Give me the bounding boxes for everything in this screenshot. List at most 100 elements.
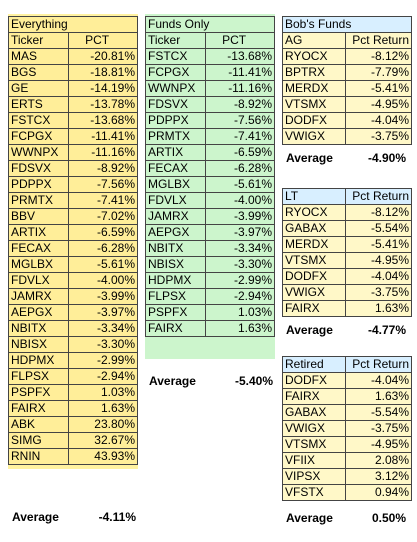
everything-pct-cell: 32.67% <box>68 432 138 449</box>
funds-row: NBITX -3.34% <box>144 240 275 257</box>
retired-ticker-cell: VFIIX <box>282 452 346 469</box>
funds-ticker-cell: JAMRX <box>144 208 207 225</box>
everything-pct-cell: -4.00% <box>68 272 138 289</box>
retired-row: VIPSX 3.12% <box>282 468 412 485</box>
retired-row: VTSMX -4.95% <box>282 436 412 453</box>
retired-average-label: Average <box>286 511 333 525</box>
everything-pct-cell: -5.61% <box>68 256 138 273</box>
funds-row: FCPGX -11.41% <box>144 64 275 81</box>
ag-average-label: Average <box>286 151 333 165</box>
lt-pct-cell: -3.75% <box>345 284 412 301</box>
everything-pct-cell: 43.93% <box>68 448 138 465</box>
everything-row: PSPFX 1.03% <box>7 384 138 401</box>
bobs-funds-title-row: Bob's Funds <box>282 16 412 33</box>
lt-ticker-cell: VWIGX <box>282 284 346 301</box>
lt-row: VWIGX -3.75% <box>282 284 412 301</box>
funds-row: FDSVX -8.92% <box>144 96 275 113</box>
funds-ticker-cell: FECAX <box>144 160 207 177</box>
everything-row: BBV -7.02% <box>7 208 138 225</box>
funds-ticker-cell: FCPGX <box>144 64 207 81</box>
everything-pct-cell: -2.94% <box>68 368 138 385</box>
everything-ticker-cell: RNIN <box>7 448 70 465</box>
lt-ticker-cell: VTSMX <box>282 252 346 269</box>
ag-row: VTSMX -4.95% <box>282 96 412 113</box>
everything-pct-cell: -7.41% <box>68 192 138 209</box>
everything-ticker-cell: ABK <box>7 416 70 433</box>
everything-ticker-cell: GE <box>7 80 70 97</box>
everything-pct-cell: -7.02% <box>68 208 138 225</box>
ag-average-value: -4.90% <box>367 151 406 165</box>
retired-pct-cell: 2.08% <box>345 452 412 469</box>
funds-header-ticker: Ticker <box>144 32 207 49</box>
everything-ticker-cell: WWNPX <box>7 144 70 161</box>
everything-row: FDSVX -8.92% <box>7 160 138 177</box>
everything-pct-cell: -11.41% <box>68 128 138 145</box>
everything-ticker-cell: MGLBX <box>7 256 70 273</box>
funds-table: Funds Only Ticker PCT FSTCX -13.68% FCPGX -… <box>144 16 275 337</box>
funds-row: FAIRX 1.63% <box>144 320 275 337</box>
ag-pct-cell: -4.95% <box>345 96 412 113</box>
everything-ticker-cell: PSPFX <box>7 384 70 401</box>
funds-average-value: -5.40% <box>234 374 273 388</box>
ag-pct-cell: -8.12% <box>345 48 412 65</box>
funds-ticker-cell: PRMTX <box>144 128 207 145</box>
funds-ticker-cell: PDPPX <box>144 112 207 129</box>
retired-header-row: Retired Pct Return <box>282 356 412 373</box>
lt-row: GABAX -5.54% <box>282 220 412 237</box>
everything-ticker-cell: SIMG <box>7 432 70 449</box>
funds-pct-cell: -6.28% <box>205 160 275 177</box>
everything-title-row: Everything <box>8 16 138 33</box>
lt-pct-cell: -4.04% <box>345 268 412 285</box>
funds-row: ARTIX -6.59% <box>144 144 275 161</box>
ag-row: RYOCX -8.12% <box>282 48 412 65</box>
everything-ticker-cell: AEPGX <box>7 304 70 321</box>
everything-pct-cell: 1.03% <box>68 384 138 401</box>
retired-ticker-cell: DODFX <box>282 372 346 389</box>
everything-pct-cell: -3.97% <box>68 304 138 321</box>
retired-row: GABAX -5.54% <box>282 404 412 421</box>
ag-ticker-cell: VTSMX <box>282 96 346 113</box>
ag-ticker-cell: BPTRX <box>282 64 346 81</box>
everything-ticker-cell: FDVLX <box>7 272 70 289</box>
funds-ticker-cell: FLPSX <box>144 288 207 305</box>
funds-row: PSPFX 1.03% <box>144 304 275 321</box>
funds-ticker-cell: AEPGX <box>144 224 207 241</box>
everything-ticker-cell: FECAX <box>7 240 70 257</box>
retired-row: VFSTX 0.94% <box>282 484 412 501</box>
funds-ticker-cell: PSPFX <box>144 304 207 321</box>
funds-title: Funds Only <box>145 16 275 33</box>
retired-row: VFIIX 2.08% <box>282 452 412 469</box>
lt-row: VTSMX -4.95% <box>282 252 412 269</box>
lt-pct-cell: -5.54% <box>345 220 412 237</box>
ag-row: BPTRX -7.79% <box>282 64 412 81</box>
lt-ticker-cell: DODFX <box>282 268 346 285</box>
retired-pct-cell: -4.95% <box>345 436 412 453</box>
retired-ticker-cell: VWIGX <box>282 420 346 437</box>
everything-row: RNIN 43.93% <box>7 448 138 465</box>
everything-row: MGLBX -5.61% <box>7 256 138 273</box>
lt-average-row: Average -4.77% <box>286 323 412 338</box>
funds-average-label: Average <box>149 374 196 388</box>
funds-ticker-cell: MGLBX <box>144 176 207 193</box>
retired-panel: Retired Pct Return DODFX -4.04% FAIRX 1.63%… <box>282 356 412 525</box>
everything-pct-cell: -6.28% <box>68 240 138 257</box>
everything-row: PRMTX -7.41% <box>7 192 138 209</box>
retired-ticker-cell: GABAX <box>282 404 346 421</box>
funds-header-row: Ticker PCT <box>144 32 275 49</box>
everything-row: MAS -20.81% <box>7 48 138 65</box>
everything-pct-cell: -14.19% <box>68 80 138 97</box>
lt-panel: LT Pct Return RYOCX -8.12% GABAX -5.54% MERD… <box>282 188 412 337</box>
everything-average-label: Average <box>12 510 59 524</box>
funds-pct-cell: -5.61% <box>205 176 275 193</box>
funds-ticker-cell: ARTIX <box>144 144 207 161</box>
retired-header-label: Retired <box>282 356 346 373</box>
everything-row: SIMG 32.67% <box>7 432 138 449</box>
everything-ticker-cell: BGS <box>7 64 70 81</box>
lt-ticker-cell: RYOCX <box>282 204 346 221</box>
lt-header-label: LT <box>282 188 346 205</box>
retired-average-row: Average 0.50% <box>286 511 412 526</box>
funds-ticker-cell: NBITX <box>144 240 207 257</box>
everything-header-ticker: Ticker <box>7 32 70 49</box>
everything-ticker-cell: NBISX <box>7 336 70 353</box>
funds-header-pct: PCT <box>205 32 275 49</box>
